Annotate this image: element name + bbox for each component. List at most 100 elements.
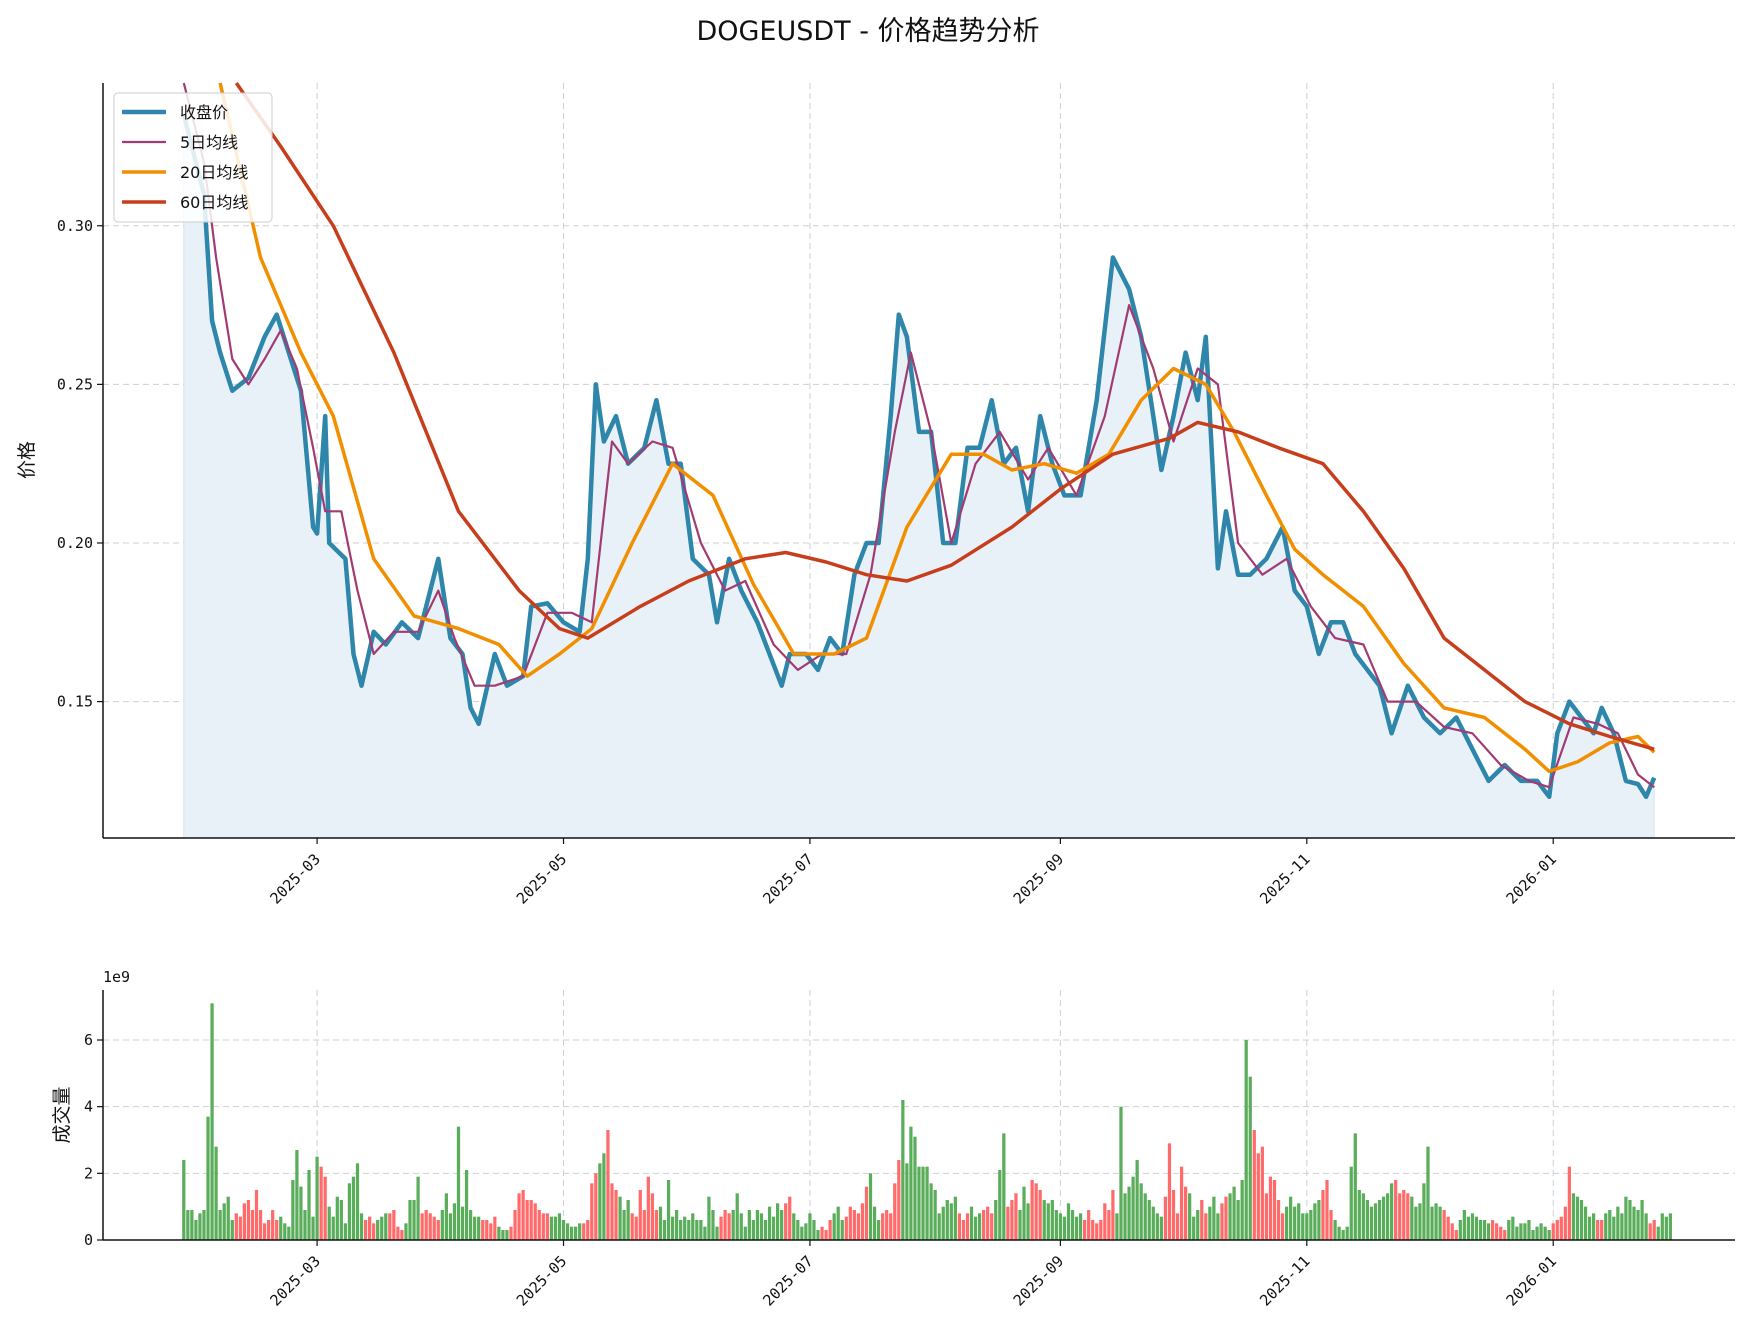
volume-bar-347 <box>1583 1206 1588 1240</box>
volume-bar-39 <box>339 1200 343 1240</box>
volume-bar-184 <box>925 1166 929 1240</box>
volume-bar-148 <box>780 1210 784 1240</box>
volume-bar-255 <box>1212 1196 1216 1240</box>
volume-bar-170 <box>868 1173 873 1240</box>
volume-bar-62 <box>432 1216 436 1240</box>
legend-box <box>113 92 273 223</box>
volume-bar-76 <box>489 1223 493 1240</box>
volume-bar-3 <box>194 1220 198 1240</box>
volume-bar-314 <box>1450 1223 1454 1240</box>
volume-bar-366 <box>1660 1213 1664 1240</box>
volume-bar-291 <box>1357 1190 1361 1240</box>
volume-bar-175 <box>889 1213 893 1240</box>
volume-bar-348 <box>1587 1216 1592 1240</box>
volume-bar-356 <box>1620 1213 1624 1240</box>
volume-bar-299 <box>1390 1183 1394 1240</box>
volume-bar-58 <box>416 1176 420 1240</box>
volume-bar-202 <box>998 1170 1002 1240</box>
volume-bar-8 <box>214 1146 218 1240</box>
volume-bar-294 <box>1369 1206 1374 1240</box>
volume-bar-108 <box>618 1196 622 1240</box>
volume-bar-114 <box>642 1210 646 1240</box>
volume-bar-194 <box>965 1213 970 1240</box>
volume-bar-226 <box>1095 1223 1099 1240</box>
volume-bar-218 <box>1062 1216 1067 1240</box>
volume-bar-236 <box>1135 1160 1139 1240</box>
volume-bar-34 <box>319 1166 323 1240</box>
volume-bar-281 <box>1317 1200 1321 1240</box>
volume-bar-177 <box>897 1160 901 1240</box>
volume-bar-164 <box>844 1216 848 1240</box>
volume-bar-70 <box>464 1170 469 1240</box>
volume-bar-239 <box>1147 1200 1151 1240</box>
volume-bar-171 <box>872 1206 877 1240</box>
volume-bar-199 <box>986 1206 990 1240</box>
volume-bar-220 <box>1070 1210 1075 1240</box>
volume-bar-195 <box>969 1206 974 1240</box>
volume-bar-306 <box>1418 1203 1422 1240</box>
volume-bar-173 <box>881 1213 885 1240</box>
volume-bar-43 <box>355 1163 360 1240</box>
volume-bar-225 <box>1091 1220 1095 1240</box>
price-xtick-label-5: 2026-01 <box>1503 850 1560 907</box>
volume-bar-23 <box>275 1220 279 1240</box>
volume-bar-20 <box>262 1223 267 1240</box>
volume-bar-265 <box>1252 1130 1256 1240</box>
volume-bar-176 <box>893 1183 897 1240</box>
volume-bar-359 <box>1632 1206 1636 1240</box>
volume-bar-339 <box>1551 1223 1555 1240</box>
volume-bar-282 <box>1321 1190 1325 1240</box>
volume-bar-329 <box>1511 1216 1515 1240</box>
volume-bar-259 <box>1228 1193 1232 1240</box>
volume-bar-248 <box>1184 1186 1188 1240</box>
volume-bar-328 <box>1507 1220 1511 1240</box>
volume-bar-12 <box>230 1220 234 1240</box>
volume-bar-116 <box>650 1193 654 1240</box>
volume-bar-244 <box>1167 1143 1172 1240</box>
volume-bar-335 <box>1535 1226 1539 1240</box>
volume-bar-313 <box>1446 1216 1450 1240</box>
volume-bar-94 <box>561 1220 566 1240</box>
volume-bar-54 <box>400 1230 404 1240</box>
volume-bar-146 <box>771 1216 776 1240</box>
legend: 收盘价 5日均线 20日均线 60日均线 <box>113 92 273 223</box>
volume-bar-258 <box>1224 1196 1228 1240</box>
volume-bar-0 <box>182 1160 186 1240</box>
price-axes <box>102 83 1735 839</box>
volume-bar-238 <box>1143 1193 1147 1240</box>
volume-bar-276 <box>1297 1203 1301 1240</box>
volume-bar-144 <box>763 1220 768 1240</box>
price-y-axis-label: 价格 <box>16 441 38 479</box>
volume-bar-316 <box>1458 1220 1462 1240</box>
volume-bar-47 <box>372 1223 376 1240</box>
volume-bar-131 <box>711 1210 715 1240</box>
volume-ytick-label-0: 0 <box>84 1231 93 1249</box>
volume-bar-353 <box>1608 1210 1612 1240</box>
volume-bar-17 <box>250 1210 255 1240</box>
volume-bar-325 <box>1495 1223 1499 1240</box>
volume-bar-51 <box>388 1213 392 1240</box>
volume-bar-158 <box>820 1226 824 1240</box>
volume-bar-262 <box>1240 1180 1244 1240</box>
volume-bar-183 <box>921 1166 925 1240</box>
volume-bar-330 <box>1515 1226 1519 1240</box>
volume-bar-64 <box>440 1210 444 1240</box>
volume-bar-99 <box>582 1223 586 1240</box>
volume-bar-113 <box>638 1190 642 1240</box>
volume-bar-106 <box>610 1183 614 1240</box>
volume-bar-319 <box>1470 1213 1475 1240</box>
volume-bar-343 <box>1567 1166 1571 1240</box>
volume-bar-271 <box>1276 1200 1281 1240</box>
legend-label-ma20: 20日均线 <box>180 163 248 182</box>
volume-bar-141 <box>751 1220 755 1240</box>
volume-bar-320 <box>1474 1216 1479 1240</box>
volume-bar-213 <box>1042 1200 1046 1240</box>
volume-bar-221 <box>1074 1216 1079 1240</box>
series-ma20-line <box>218 82 1656 774</box>
volume-bar-14 <box>238 1216 242 1240</box>
volume-bar-277 <box>1301 1213 1305 1240</box>
volume-xtick-label-5: 2026-01 <box>1503 1252 1560 1309</box>
volume-bar-103 <box>598 1163 602 1240</box>
volume-bar-197 <box>977 1213 982 1240</box>
